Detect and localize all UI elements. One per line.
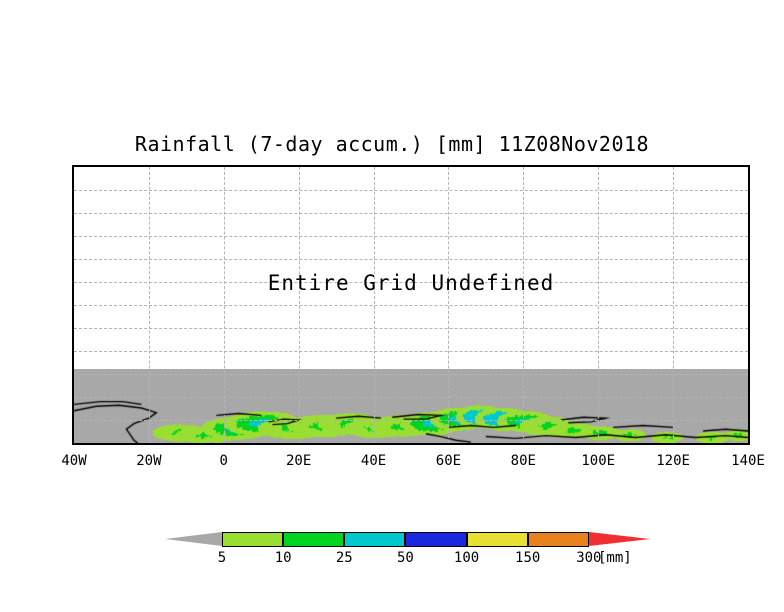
colorbar-tick-label: 300 (576, 550, 602, 566)
x-axis-tick (675, 443, 677, 445)
colorbar-tick-label: 100 (453, 550, 480, 566)
colorbar-tick-label: 150 (515, 550, 541, 566)
plot-inner: Entire Grid Undefined (74, 167, 748, 443)
x-axis-tick (76, 443, 78, 445)
y-axis-tick (72, 284, 74, 286)
y-axis-tick (72, 215, 74, 217)
y-axis-tick (72, 422, 74, 424)
colorbar-over-arrow (588, 532, 650, 546)
horizontal-gridline (74, 259, 748, 260)
x-axis-tick-label: 80E (510, 453, 536, 469)
x-axis-tick-label: 20E (286, 453, 312, 469)
colorbar-tick-label: 50 (396, 550, 414, 566)
y-axis-tick (72, 330, 74, 332)
colorbar-segment[interactable] (405, 532, 467, 547)
horizontal-gridline (74, 190, 748, 191)
x-axis-tick-label: 0 (219, 453, 228, 469)
y-axis-tick (72, 192, 74, 194)
x-axis-tick (376, 443, 378, 445)
x-axis-tick-label: 120E (656, 453, 690, 469)
y-axis-tick (72, 307, 74, 309)
x-axis-tick-label: 100E (581, 453, 616, 469)
y-axis-tick (72, 376, 74, 378)
colorbar-tick-label: 5 (217, 550, 227, 566)
horizontal-gridline (74, 282, 748, 283)
x-axis-tick (525, 443, 527, 445)
x-axis-tick (600, 443, 602, 445)
x-axis-tick (226, 443, 228, 445)
x-axis-tick-label: 60E (435, 453, 462, 469)
y-axis-tick (72, 169, 74, 171)
page-title: Rainfall (7-day accum.) [mm] 11Z08Nov201… (134, 132, 650, 156)
x-axis-tick (151, 443, 153, 445)
colorbar-tick-label: 10 (274, 550, 292, 566)
x-axis-tick-label: 20W (136, 453, 162, 469)
colorbar-under-arrow (165, 532, 222, 546)
horizontal-gridline (74, 351, 748, 352)
horizontal-gridline (74, 305, 748, 306)
map-plot-area[interactable]: Entire Grid Undefined (72, 165, 750, 445)
colorbar-segment[interactable] (527, 532, 589, 547)
colorbar-tick-label: 25 (335, 550, 353, 566)
horizontal-gridline (74, 397, 748, 398)
colorbar-segment[interactable] (283, 532, 345, 547)
x-axis-tick-label: 40W (61, 453, 87, 469)
colorbar-segment[interactable] (222, 532, 284, 547)
horizontal-gridline (74, 236, 748, 237)
colorbar-segment[interactable] (466, 532, 528, 547)
y-axis-tick (72, 238, 74, 240)
x-axis-tick-label: 140E (731, 453, 765, 469)
colorbar-unit-label: [mm] (598, 550, 632, 566)
horizontal-gridline (74, 420, 748, 421)
x-axis-tick-label: 40E (360, 453, 387, 469)
y-axis-tick (72, 353, 74, 355)
colorbar[interactable] (165, 532, 650, 547)
y-axis-tick (72, 399, 74, 401)
horizontal-gridline (74, 213, 748, 214)
colorbar-segment[interactable] (344, 532, 406, 547)
y-axis-tick (72, 261, 74, 263)
x-axis-tick (301, 443, 303, 445)
horizontal-gridline (74, 374, 748, 375)
x-axis-tick (450, 443, 452, 445)
horizontal-gridline (74, 328, 748, 329)
entire-grid-undefined-message: Entire Grid Undefined (267, 271, 555, 295)
